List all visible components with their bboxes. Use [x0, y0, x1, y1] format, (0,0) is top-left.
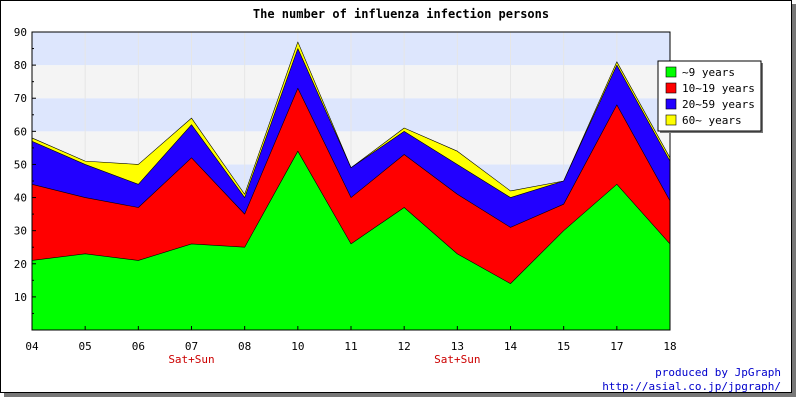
legend-label: 10~19 years: [682, 82, 755, 95]
x-tick-label: 15: [557, 340, 570, 353]
credit-line-1: produced by JpGraph: [655, 366, 781, 379]
chart-frame: The number of influenza infection person…: [0, 0, 792, 393]
x-tick-label: 04: [25, 340, 39, 353]
y-tick-label: 40: [14, 192, 27, 205]
series-area-1: [31, 150, 671, 331]
x-tick-label: 17: [610, 340, 623, 353]
x-tick-label: 11: [344, 340, 357, 353]
legend-swatch: [665, 114, 677, 126]
y-tick-label: 80: [14, 59, 27, 72]
series-areas: [31, 41, 671, 331]
y-tick-label: 20: [14, 258, 27, 271]
x-tick-label: 08: [238, 340, 251, 353]
area-chart: The number of influenza infection person…: [14, 7, 763, 366]
x-tick-label: 05: [79, 340, 92, 353]
x-annotation: Sat+Sun: [168, 353, 214, 366]
x-annotation: Sat+Sun: [434, 353, 480, 366]
legend-label: 60~ years: [682, 114, 742, 127]
legend-swatch: [665, 66, 677, 78]
y-tick-label: 30: [14, 225, 27, 238]
legend-label: 20~59 years: [682, 98, 755, 111]
y-tick-label: 10: [14, 291, 27, 304]
x-tick-label: 12: [398, 340, 411, 353]
credit-url[interactable]: http://asial.co.jp/jpgraph/: [602, 380, 781, 393]
legend-swatch: [665, 82, 677, 94]
x-tick-label: 14: [504, 340, 518, 353]
y-tick-label: 60: [14, 125, 27, 138]
x-tick-label: 07: [185, 340, 198, 353]
x-tick-label: 06: [132, 340, 145, 353]
chart-title: The number of influenza infection person…: [253, 7, 549, 21]
y-tick-label: 70: [14, 92, 27, 105]
x-tick-label: 10: [291, 340, 304, 353]
legend: ~9 years 10~19 years 20~59 years 60~ years: [657, 60, 763, 133]
y-tick-label: 90: [14, 26, 27, 39]
y-tick-label: 50: [14, 158, 27, 171]
x-tick-label: 18: [663, 340, 676, 353]
axes: 10 20 30 40 50 60 70 80 90 04 05 06 07 08 10 11 12 13 14 15…: [14, 26, 677, 366]
legend-swatch: [665, 98, 677, 110]
legend-label: ~9 years: [682, 66, 735, 79]
x-tick-label: 13: [451, 340, 464, 353]
